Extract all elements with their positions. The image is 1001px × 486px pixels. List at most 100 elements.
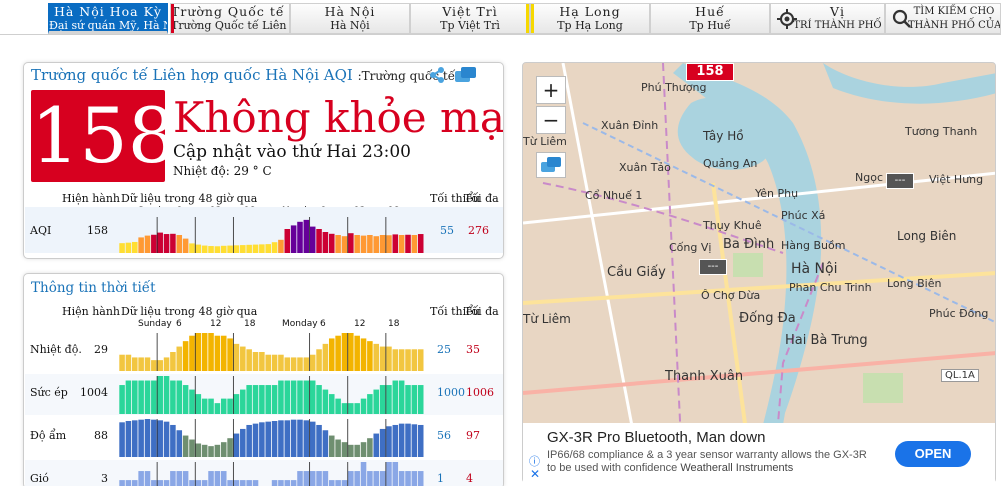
history-bar	[271, 385, 278, 414]
history-bar	[125, 480, 132, 486]
history-bar	[379, 471, 386, 486]
history-bar	[176, 380, 183, 414]
station-title[interactable]: Trường quốc tế Liên hợp quốc Hà Nội AQI …	[31, 66, 455, 84]
history-bar	[271, 480, 278, 486]
history-bar	[367, 438, 373, 457]
history-bar	[246, 349, 252, 371]
aqi-marker-top[interactable]: 158	[686, 63, 734, 81]
history-bar	[195, 394, 202, 414]
history-bar	[284, 229, 291, 253]
history-bar	[151, 234, 157, 253]
aqi-value-badge: 158	[31, 90, 177, 182]
station-marker[interactable]: ---	[886, 173, 914, 189]
history-bar	[303, 420, 310, 457]
row-current: 29	[94, 343, 108, 356]
ad-banner[interactable]: GX-3R Pro Bluetooth, Man down IP66/68 co…	[523, 423, 995, 483]
history-bar	[138, 357, 144, 371]
history-bar	[328, 394, 335, 414]
history-bar	[163, 480, 170, 486]
share-icon[interactable]	[428, 66, 446, 88]
row-current: 3	[101, 472, 108, 485]
tab-ha-long[interactable]: Hạ Long Tp Hạ Long	[530, 3, 650, 34]
history-bar	[316, 424, 322, 457]
history-bar	[303, 357, 310, 371]
widget-icon[interactable]	[454, 66, 478, 88]
history-bar	[125, 420, 132, 457]
history-bar	[201, 398, 208, 414]
history-bar	[132, 357, 138, 371]
station-name: Trường quốc tế Liên hợp quốc Hà Nội AQI	[31, 66, 353, 84]
tab-unis[interactable]: Trường Quốc tế Liên Hợp Trường Quốc tế L…	[170, 3, 290, 34]
history-bar	[392, 462, 399, 486]
history-bar	[240, 389, 246, 414]
weather-history-chart[interactable]	[119, 419, 424, 457]
history-bar	[373, 433, 380, 457]
tab-viet-tri[interactable]: Việt Trì Tp Việt Trì	[410, 3, 530, 34]
history-bar	[316, 229, 322, 253]
history-bar	[386, 235, 392, 253]
tab-subtitle: thành phố của	[908, 20, 1001, 31]
history-bar	[354, 235, 360, 253]
zoom-out-button[interactable]: −	[536, 106, 566, 134]
history-bar	[392, 380, 399, 414]
history-bar	[220, 442, 227, 457]
history-bar	[290, 480, 297, 486]
history-bar	[405, 234, 411, 253]
history-bar	[265, 421, 271, 457]
tab-hanoi-us[interactable]: Hà Nội Hoa Kỳ Đại sứ quán Mỹ, Hà Nội	[48, 3, 168, 34]
history-bar	[138, 471, 144, 486]
history-bar	[208, 333, 214, 371]
time-tick: 6	[176, 319, 182, 329]
tab-search-city[interactable]: Tìm kiếm cho thành phố của	[885, 3, 1001, 34]
weather-history-chart[interactable]	[119, 462, 424, 486]
ad-info-icon[interactable]: ⓘ	[529, 455, 540, 468]
weather-history-chart[interactable]	[119, 333, 424, 371]
history-bar	[405, 423, 411, 457]
aqi-history-chart[interactable]	[119, 217, 424, 253]
history-bar	[227, 338, 233, 371]
history-bar	[278, 380, 284, 414]
ad-close-icon[interactable]: ✕	[530, 467, 541, 481]
history-bar	[405, 471, 411, 486]
aqi-color-strip	[526, 4, 529, 33]
history-bar	[252, 423, 259, 457]
history-bar	[392, 424, 399, 457]
history-bar	[157, 360, 163, 371]
layers-button[interactable]	[536, 152, 566, 178]
history-bar	[246, 385, 252, 414]
history-bar	[398, 471, 405, 486]
history-bar	[182, 341, 189, 371]
history-bar	[271, 242, 278, 253]
history-bar	[240, 480, 246, 486]
weather-history-chart[interactable]	[119, 376, 424, 414]
history-bar	[201, 333, 208, 371]
station-map[interactable]: Phú Thượng Xuân Đỉnh Tây Hồ Từ Liêm Xuân Tảo…	[522, 62, 996, 483]
history-bar	[335, 398, 341, 414]
tab-hue[interactable]: Huế Tp Huế	[650, 3, 770, 34]
map-place-label: Hàng Buồm	[781, 239, 846, 252]
row-current: 1004	[80, 386, 108, 399]
row-max: 4	[466, 472, 473, 485]
map-place-label: Từ Liêm	[523, 312, 571, 326]
history-bar	[252, 480, 259, 486]
history-bar	[163, 357, 170, 371]
history-bar	[322, 232, 329, 253]
map-place-label: Thụy Khuê	[703, 219, 762, 232]
history-bar	[373, 389, 380, 414]
ad-desc-text: IP66/68 compliance & a 3 year sensor war…	[547, 449, 867, 474]
tab-subtitle: Trường Quốc tế Liên Hợp	[171, 19, 289, 32]
history-bar	[151, 360, 157, 371]
history-bar	[157, 232, 163, 253]
tab-locate-city[interactable]: Vị trí thành phố	[770, 3, 885, 34]
history-bar	[214, 403, 221, 414]
tab-ha-noi[interactable]: Hà Nội Hà Nội	[290, 3, 410, 34]
time-tick: 18	[244, 319, 256, 329]
zoom-in-button[interactable]: +	[536, 76, 566, 104]
ad-open-button[interactable]: OPEN	[895, 441, 971, 467]
history-bar	[354, 444, 360, 457]
history-bar	[252, 385, 259, 414]
history-bar	[220, 335, 227, 371]
row-max: 97	[466, 429, 480, 442]
station-marker[interactable]: ---	[699, 259, 727, 275]
history-bar	[119, 422, 125, 457]
